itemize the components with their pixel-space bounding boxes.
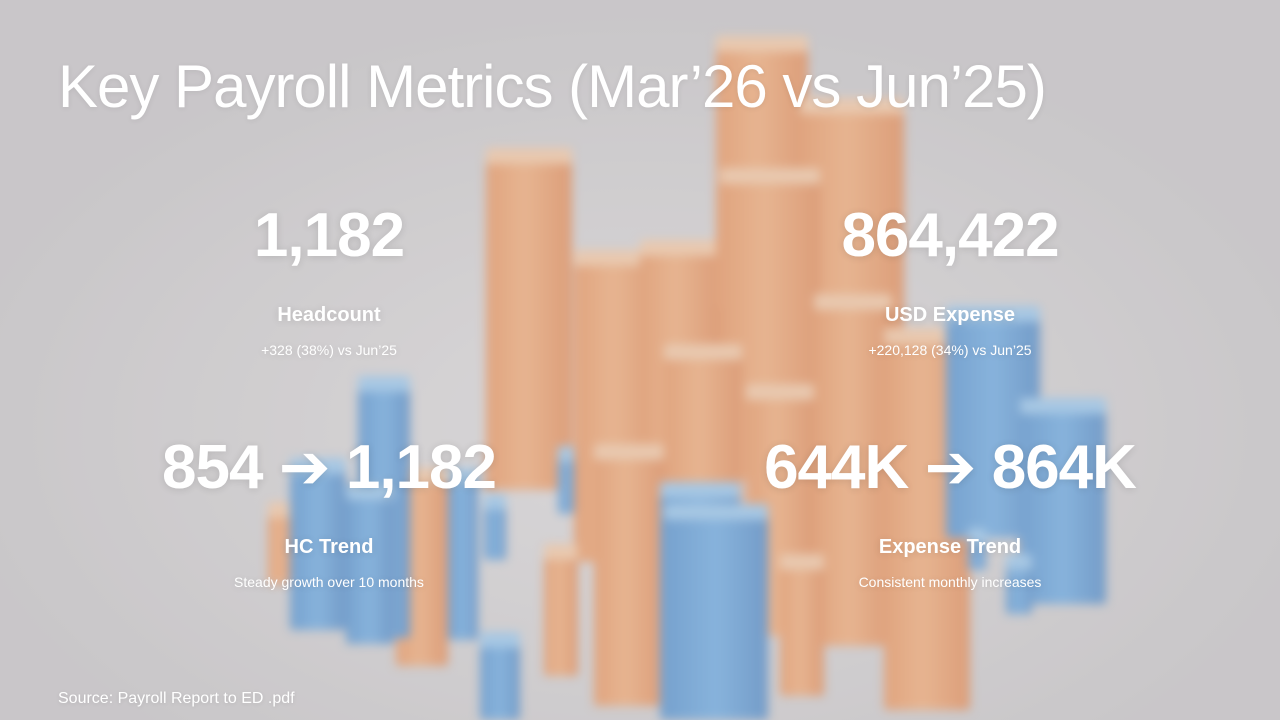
hc-trend-value: 854 ➔ 1,182 [162, 433, 497, 502]
slide-title: Key Payroll Metrics (Mar’26 vs Jun’25) [58, 53, 1047, 120]
metric-hc-trend: 854 ➔ 1,182 HC Trend Steady growth over … [49, 433, 609, 591]
headcount-label: Headcount [277, 304, 381, 326]
hc-trend-label: HC Trend [284, 536, 374, 558]
hc-trend-note: Steady growth over 10 months [234, 574, 424, 590]
metric-headcount: 1,182 Headcount +328 (38%) vs Jun’25 [49, 201, 609, 359]
usd-expense-value: 864,422 [841, 201, 1059, 270]
headcount-change: +328 (38%) vs Jun’25 [261, 342, 397, 358]
usd-expense-label: USD Expense [884, 304, 1016, 326]
expense-trend-label: Expense Trend [878, 536, 1022, 558]
usd-expense-change: +220,128 (34%) vs Jun’25 [868, 342, 1032, 358]
expense-trend-note: Consistent monthly increases [858, 574, 1042, 590]
metric-expense-trend: 644K ➔ 864K Expense Trend Consistent mon… [670, 433, 1230, 591]
source-note: Source: Payroll Report to ED .pdf [58, 690, 295, 707]
metric-usd-expense: 864,422 USD Expense +220,128 (34%) vs Ju… [670, 201, 1230, 359]
headcount-value: 1,182 [253, 201, 405, 270]
expense-trend-value: 644K ➔ 864K [764, 433, 1137, 502]
